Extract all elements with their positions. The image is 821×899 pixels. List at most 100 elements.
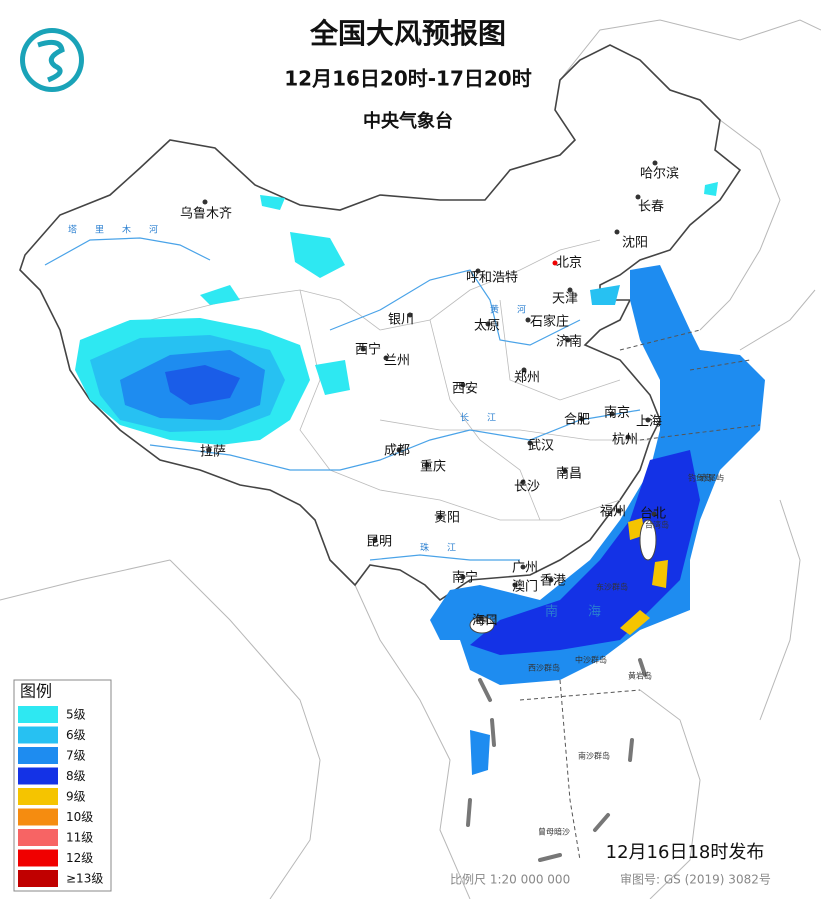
city-dot xyxy=(609,411,615,417)
city-label: 拉萨 xyxy=(200,445,226,460)
city-dot xyxy=(645,417,651,423)
legend-label: 6级 xyxy=(66,728,86,742)
legend-label: 8级 xyxy=(66,769,86,783)
title: 全国大风预报图 xyxy=(309,17,506,50)
path xyxy=(369,554,520,561)
issuer: 中央气象台 xyxy=(363,110,453,132)
path xyxy=(470,450,700,655)
scale: 比例尺 1:20 000 000 xyxy=(450,873,570,887)
legend-label: 5级 xyxy=(66,708,86,722)
city-label: 武汉 xyxy=(528,439,554,454)
province-borders xyxy=(149,239,650,521)
city-dot xyxy=(635,194,641,200)
path xyxy=(699,119,781,331)
city-dot xyxy=(651,511,657,517)
rivers xyxy=(44,237,641,561)
path xyxy=(379,419,650,441)
path xyxy=(329,269,581,346)
legend-label: 10级 xyxy=(66,810,93,824)
city-label: 银川 xyxy=(388,313,414,328)
path xyxy=(652,560,668,588)
path xyxy=(430,265,765,685)
city-label: 乌鲁木齐 xyxy=(180,206,232,222)
legend-swatch xyxy=(18,706,58,723)
island-label: 中沙群岛 xyxy=(575,655,607,665)
city-dot xyxy=(565,337,571,343)
island-label: 曾母暗沙 xyxy=(538,827,570,837)
city-dot xyxy=(206,447,212,453)
city-dot xyxy=(625,434,631,440)
city-label: 济南 xyxy=(556,334,582,350)
path xyxy=(200,285,240,305)
city-dot xyxy=(614,229,620,235)
path xyxy=(149,239,601,331)
island-label: 黄岩岛 xyxy=(628,671,652,681)
legend-swatch xyxy=(18,747,58,764)
city-dot xyxy=(567,287,573,293)
island-label: 南沙群岛 xyxy=(578,751,610,761)
legend-label: 7级 xyxy=(66,749,86,763)
city-dot xyxy=(579,416,585,422)
river-label: 长江 xyxy=(460,412,514,424)
path xyxy=(290,232,345,278)
city-label: 长沙 xyxy=(514,480,540,495)
city-label: 南昌 xyxy=(556,466,582,482)
legend-label: 12级 xyxy=(66,851,93,865)
path xyxy=(620,610,650,635)
city-label: 香港 xyxy=(540,574,566,589)
river-label: 珠江 xyxy=(420,542,474,554)
city-dot xyxy=(525,317,531,323)
island-label: 钓鱼岛 xyxy=(688,473,712,483)
path xyxy=(593,813,610,832)
city-label: 南京 xyxy=(604,405,630,421)
city-dot xyxy=(562,468,568,474)
city-dot xyxy=(396,447,402,453)
path xyxy=(44,237,211,266)
legend-label: 9级 xyxy=(66,790,86,804)
sea-label: 南海 xyxy=(545,604,631,620)
city-dot xyxy=(520,564,526,570)
path xyxy=(538,853,562,862)
city-dot xyxy=(424,462,430,468)
city-dot xyxy=(202,199,208,205)
neighbour-borders xyxy=(0,19,821,899)
path xyxy=(559,679,581,861)
city-label: 重庆 xyxy=(420,459,446,475)
city-label: 贵阳 xyxy=(434,511,460,526)
city-dot xyxy=(512,582,518,588)
city-dot xyxy=(372,537,378,543)
island-label: 赤尾屿 xyxy=(700,474,724,483)
city-dot xyxy=(527,440,533,446)
issued-time: 12月16日18时发布 xyxy=(606,842,765,863)
city-dot xyxy=(475,268,481,274)
path xyxy=(639,689,701,899)
path xyxy=(354,584,471,899)
city-label: 杭州 xyxy=(612,433,638,448)
path xyxy=(628,738,634,762)
path xyxy=(559,19,821,81)
city-label: 澳门 xyxy=(512,579,538,595)
path xyxy=(429,319,541,521)
logo-mark xyxy=(37,39,65,83)
legend-swatch xyxy=(18,849,58,867)
taiwan xyxy=(639,519,657,561)
path xyxy=(315,360,350,395)
path xyxy=(169,559,321,899)
path xyxy=(519,689,641,701)
city-dot xyxy=(552,260,558,266)
island-label: 海南岛 xyxy=(473,615,497,625)
legend-swatch xyxy=(18,726,58,744)
city-label: 太原 xyxy=(474,319,500,334)
path xyxy=(478,678,492,702)
island-label: 台湾岛 xyxy=(645,520,669,530)
city-label: 福州 xyxy=(600,505,626,520)
island-label: 西沙群岛 xyxy=(528,663,560,673)
path xyxy=(490,718,496,747)
city-label: 呼和浩特 xyxy=(466,271,518,286)
city-dot xyxy=(548,577,554,583)
wind-areas xyxy=(75,182,765,775)
path xyxy=(689,359,751,371)
